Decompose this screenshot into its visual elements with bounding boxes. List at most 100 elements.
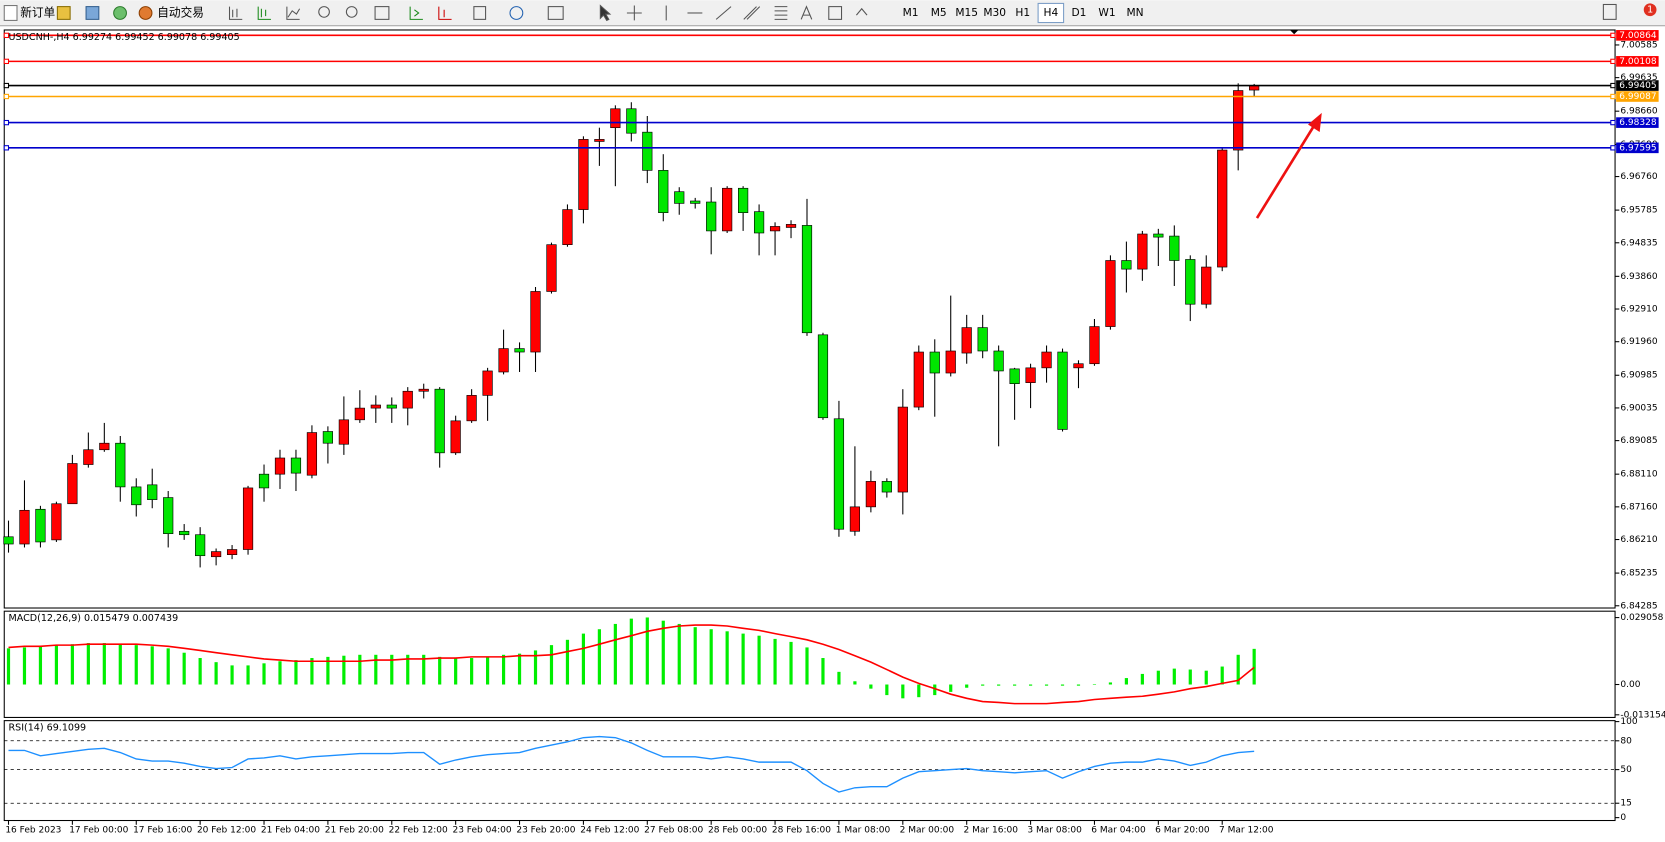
x-tick-label: 23 Feb 20:00	[516, 826, 575, 836]
macd-bar	[1172, 668, 1176, 685]
candle-body	[897, 406, 908, 493]
search-icon[interactable]	[1602, 3, 1617, 20]
candle-body	[977, 327, 988, 352]
y-tick-label: 6.90985	[1620, 371, 1657, 381]
toolbar-icon[interactable]	[113, 6, 127, 20]
y-tick-label: 6.86210	[1620, 535, 1658, 545]
candle-body	[674, 191, 685, 204]
candle-body	[578, 139, 589, 210]
crosshair-icon[interactable]	[626, 5, 642, 21]
channel-icon[interactable]	[743, 6, 761, 20]
macd-bar	[869, 684, 873, 689]
candle-body	[546, 244, 557, 292]
rsi-line	[8, 735, 1255, 793]
candle-body	[738, 187, 749, 214]
zoom-out-icon[interactable]	[345, 6, 358, 18]
toolbar-icon[interactable]	[56, 6, 71, 20]
shift-icon[interactable]	[438, 6, 452, 20]
candle-body	[1185, 259, 1196, 305]
x-tick-label: 17 Feb 16:00	[133, 826, 192, 836]
auto-trading-button[interactable]: 自动交易	[157, 5, 204, 19]
line-handle	[1610, 119, 1616, 126]
macd-bar	[533, 650, 538, 685]
y-tick-label: -0.013154	[1620, 710, 1665, 720]
auto-trading-icon[interactable]	[138, 6, 153, 20]
candle-body	[881, 481, 892, 493]
price-label: 6.97595	[1619, 143, 1656, 153]
candle-body	[19, 509, 30, 545]
candle-body	[1025, 367, 1036, 383]
tile-icon[interactable]	[374, 6, 390, 20]
y-tick-label: 7.00585	[1620, 40, 1657, 50]
trendline-icon[interactable]	[715, 6, 732, 20]
candle-body	[450, 420, 461, 454]
bar-chart-icon[interactable]	[228, 6, 243, 20]
new-order-icon[interactable]	[3, 5, 18, 21]
timeframe-button[interactable]: M30	[983, 6, 1006, 19]
macd-bar	[581, 633, 586, 685]
timeframe-button[interactable]: W1	[1098, 6, 1115, 19]
macd-bar	[1060, 684, 1065, 686]
macd-bar	[1076, 684, 1081, 686]
candle-body	[434, 388, 445, 454]
x-tick-label: 3 Mar 08:00	[1027, 826, 1082, 836]
timeframe-button[interactable]: H4	[1043, 6, 1058, 19]
zoom-in-icon[interactable]	[318, 6, 330, 18]
y-tick-label: 6.93860	[1620, 272, 1658, 282]
candle-body	[1169, 235, 1180, 261]
macd-bar	[438, 656, 442, 685]
x-tick-label: 28 Feb 00:00	[708, 826, 767, 836]
candle-body	[83, 449, 94, 465]
timeframe-button[interactable]: M15	[955, 6, 978, 19]
timeframe-button[interactable]: H1	[1015, 6, 1030, 19]
candle-body	[338, 419, 349, 445]
candle-body	[530, 291, 541, 353]
macd-bar	[501, 654, 506, 685]
periods-icon[interactable]	[509, 6, 524, 20]
timeframe-button[interactable]: MN	[1126, 6, 1143, 19]
macd-bar	[565, 639, 570, 685]
toolbar: 新订单 自动交易	[0, 0, 1665, 27]
candle-body	[769, 226, 781, 232]
price-label-bg	[1616, 117, 1659, 128]
rsi-panel	[3, 720, 1616, 822]
macd-bar	[965, 684, 969, 688]
x-tick-label: 28 Feb 16:00	[772, 826, 831, 836]
macd-bar	[342, 655, 346, 685]
macd-bar	[693, 627, 697, 685]
candle-body	[658, 170, 669, 214]
cursor-icon[interactable]	[599, 4, 612, 22]
macd-bar	[597, 629, 601, 685]
macd-bar	[1156, 670, 1160, 685]
templates-icon[interactable]	[547, 6, 564, 20]
timeframe-button[interactable]: M5	[931, 6, 947, 19]
timeframe-button[interactable]: D1	[1071, 6, 1086, 19]
macd-bar	[917, 684, 921, 698]
toolbar-icons	[228, 4, 868, 22]
arrows-icon[interactable]	[855, 7, 868, 16]
macd-bar	[933, 684, 937, 696]
candle-body	[690, 200, 701, 204]
x-tick-label: 21 Feb 04:00	[261, 826, 320, 836]
new-order-button[interactable]: 新订单	[20, 5, 55, 19]
candle-icon[interactable]	[257, 6, 271, 20]
notification-badge[interactable]	[1643, 3, 1657, 17]
timeframe-button[interactable]: M1	[903, 6, 919, 19]
x-tick-label: 7 Mar 12:00	[1219, 826, 1274, 836]
autoscroll-icon[interactable]	[409, 6, 423, 20]
line-handle	[3, 119, 10, 126]
indicators-icon[interactable]	[473, 6, 487, 20]
text-icon[interactable]	[800, 5, 813, 20]
macd-bar	[406, 654, 410, 685]
macd-bar	[86, 643, 90, 685]
x-tick-label: 6 Mar 04:00	[1091, 826, 1146, 836]
fibo-icon[interactable]	[774, 6, 788, 20]
line-chart-icon[interactable]	[286, 6, 301, 20]
candle-body	[817, 334, 829, 419]
label-icon[interactable]	[828, 6, 843, 20]
macd-bar	[278, 661, 282, 685]
toolbar-icon[interactable]	[85, 6, 100, 20]
candle-body	[1233, 90, 1244, 151]
